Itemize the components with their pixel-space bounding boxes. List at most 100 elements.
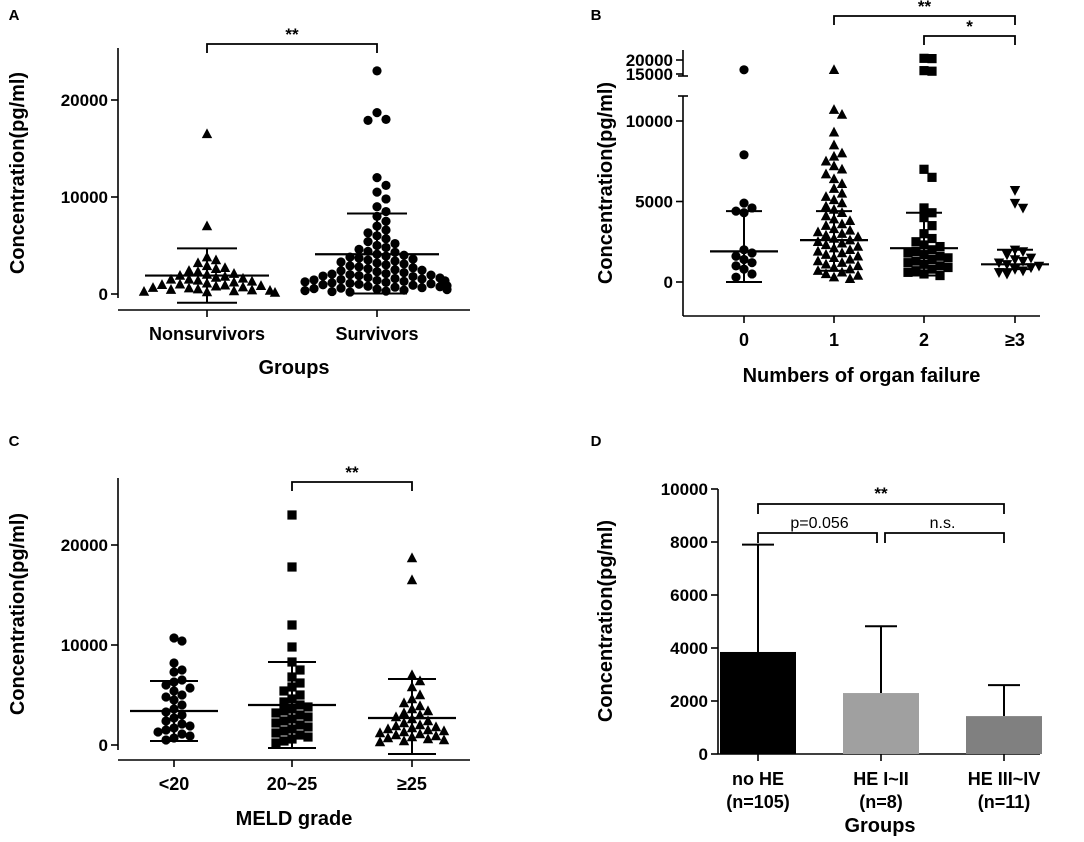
data-point bbox=[210, 254, 222, 265]
data-point bbox=[228, 285, 240, 296]
data-point bbox=[336, 274, 346, 285]
significance-bracket bbox=[923, 35, 1016, 45]
data-point bbox=[177, 729, 187, 739]
data-point bbox=[438, 734, 450, 745]
x-axis-title: Groups bbox=[258, 357, 329, 379]
significance-label: p=0.056 bbox=[790, 515, 848, 532]
data-point bbox=[836, 257, 848, 267]
significance-label: ** bbox=[285, 25, 299, 44]
y-tick-label: 20000 bbox=[61, 91, 108, 110]
data-point bbox=[228, 276, 240, 287]
data-point bbox=[408, 271, 418, 282]
significance-label: * bbox=[966, 17, 973, 36]
data-point bbox=[1017, 203, 1029, 214]
data-point bbox=[399, 259, 409, 269]
data-point bbox=[327, 278, 337, 288]
data-point bbox=[381, 180, 391, 190]
data-point bbox=[287, 620, 297, 630]
significance-label: ** bbox=[918, 0, 932, 16]
data-point bbox=[390, 247, 400, 257]
data-point bbox=[374, 736, 386, 747]
data-point bbox=[279, 726, 289, 736]
data-point bbox=[354, 279, 364, 289]
data-point bbox=[844, 253, 856, 264]
panel-letter: B bbox=[591, 7, 602, 24]
bar bbox=[843, 693, 919, 754]
data-point bbox=[381, 277, 391, 287]
data-point bbox=[279, 716, 289, 726]
data-point bbox=[390, 273, 400, 284]
data-point bbox=[820, 168, 832, 179]
y-axis-title: Concentration(pg/ml) bbox=[595, 520, 617, 722]
data-point bbox=[271, 708, 281, 718]
data-point bbox=[237, 272, 249, 283]
data-point bbox=[390, 720, 402, 731]
data-point bbox=[927, 54, 937, 64]
data-point bbox=[246, 284, 258, 295]
y-axis-title: Concentration(pg/ml) bbox=[7, 72, 29, 274]
data-point bbox=[363, 228, 373, 238]
data-point bbox=[438, 725, 450, 736]
data-point bbox=[246, 275, 258, 286]
data-point bbox=[381, 216, 391, 226]
data-point bbox=[287, 562, 297, 572]
data-point bbox=[828, 104, 840, 114]
data-point bbox=[177, 710, 187, 720]
x-category-label: HE III~IV bbox=[968, 769, 1041, 789]
data-point bbox=[927, 245, 937, 255]
data-point bbox=[911, 237, 921, 247]
data-point bbox=[363, 264, 373, 274]
data-point bbox=[295, 730, 305, 740]
data-point bbox=[422, 733, 434, 744]
x-category-label: ≥25 bbox=[397, 774, 427, 794]
data-point bbox=[739, 150, 749, 160]
data-point bbox=[739, 65, 749, 75]
x-category-label: 0 bbox=[739, 330, 749, 350]
x-axis-title: Numbers of organ failure bbox=[743, 365, 981, 387]
data-point bbox=[844, 263, 856, 274]
data-point bbox=[820, 155, 832, 166]
data-point bbox=[219, 262, 231, 273]
data-point bbox=[828, 64, 840, 74]
data-point bbox=[374, 727, 386, 738]
data-point bbox=[828, 183, 840, 193]
data-point bbox=[398, 726, 410, 737]
data-point bbox=[408, 280, 418, 290]
data-point bbox=[309, 275, 319, 285]
data-point bbox=[390, 729, 402, 740]
data-point bbox=[398, 735, 410, 746]
data-point bbox=[422, 705, 434, 716]
data-point bbox=[153, 727, 163, 737]
data-point bbox=[935, 241, 945, 252]
y-tick-label: 20000 bbox=[61, 536, 108, 555]
data-point bbox=[255, 280, 267, 290]
x-category-label: no HE bbox=[732, 769, 784, 789]
data-point bbox=[381, 206, 391, 217]
data-point bbox=[381, 269, 391, 279]
significance-bracket bbox=[206, 43, 378, 53]
data-point bbox=[192, 257, 204, 268]
data-point bbox=[828, 194, 840, 205]
data-point bbox=[345, 261, 355, 271]
data-point bbox=[731, 251, 741, 261]
data-point bbox=[177, 719, 187, 729]
data-point bbox=[903, 267, 913, 277]
data-point bbox=[747, 258, 757, 268]
data-point bbox=[919, 203, 929, 213]
data-point bbox=[398, 697, 410, 708]
data-point bbox=[1001, 269, 1013, 280]
significance-bracket bbox=[291, 481, 413, 491]
y-tick-label: 10000 bbox=[661, 480, 708, 499]
data-point bbox=[169, 667, 179, 677]
data-point bbox=[372, 66, 382, 76]
data-point bbox=[927, 66, 937, 76]
data-point bbox=[303, 732, 313, 742]
x-category-label: 20~25 bbox=[267, 774, 318, 794]
data-point bbox=[820, 249, 832, 259]
data-point bbox=[201, 220, 213, 231]
data-point bbox=[372, 202, 382, 212]
data-point bbox=[303, 702, 313, 712]
y-tick-label: 5000 bbox=[635, 193, 673, 212]
data-point bbox=[269, 286, 281, 297]
